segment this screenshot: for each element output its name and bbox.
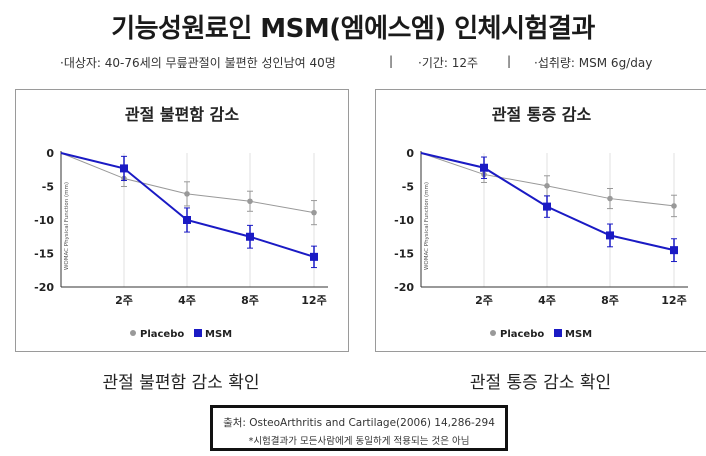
x-tick-label: 2주 [115,294,133,307]
chart-title: 관절 통증 감소 [492,105,592,124]
placebo-data-point [247,198,253,205]
placebo-data-point [607,195,613,202]
y-tick-label: -5 [42,181,54,194]
x-tick-label: 12주 [301,294,326,307]
x-tick-label: 12주 [661,294,686,307]
study-separator: | [507,54,512,68]
y-tick-label: -20 [394,281,414,294]
legend-placebo-marker [490,330,496,336]
y-tick-label: -20 [34,281,54,294]
msm-data-point [246,232,254,241]
chart-discomfort: 관절 불편함 감소 0 -5 -10 -15 -20 2주 4주 8주 12주 WOMAC Phys… [34,105,328,340]
x-tick-label: 8주 [241,294,259,307]
placebo-data-point [544,183,550,189]
legend-placebo-label: Placebo [500,329,544,340]
msm-data-point [543,202,551,211]
study-intake: ·섭취량: MSM 6g/day [534,56,653,70]
y-tick-label: -10 [394,214,414,227]
y-tick-label: -5 [402,181,414,194]
y-tick-label: -15 [34,248,54,261]
legend-placebo-label: Placebo [140,329,184,340]
source-box: 출처: OsteoArthritis and Cartilage(2006) 1… [210,405,508,451]
page-title: 기능성원료인 MSM(엠에스엠) 인체시험결과 [111,14,595,44]
study-period: ·기간: 12주 [418,56,479,70]
caption-discomfort: 관절 불편함 감소 확인 [102,373,260,393]
y-axis-label: WOMAC Physical Function (mm) [64,182,70,270]
msm-data-point [670,246,678,255]
y-tick-label: 0 [46,147,54,160]
legend-msm-marker [554,329,562,337]
y-tick-label: -15 [394,248,414,261]
x-tick-label: 4주 [538,294,556,307]
study-subjects: ·대상자: 40-76세의 무릎관절이 불편한 성인남여 40명 [60,56,336,70]
chart-pain: 관절 통증 감소 0 -5 -10 -15 -20 2주 4주 8주 12주 WOMAC Physi… [394,105,688,340]
source-disclaimer: *시험결과가 모든사람에게 동일하게 적용되는 것은 아님 [248,436,470,447]
chart-title: 관절 불편함 감소 [125,105,239,124]
placebo-data-point [311,209,317,216]
x-tick-label: 4주 [178,294,196,307]
source-citation: 출처: OsteoArthritis and Cartilage(2006) 1… [223,417,495,429]
legend-msm-marker [194,329,202,337]
y-axis-label: WOMAC Physical Function (mm) [424,182,430,270]
study-separator: | [389,54,394,68]
legend-msm-label: MSM [205,329,232,340]
msm-data-point [183,216,191,224]
placebo-data-point [184,191,190,197]
chart-panel-pain: 관절 통증 감소 0 -5 -10 -15 -20 2주 4주 8주 12주 WOMAC Physi… [375,89,706,352]
msm-data-point [606,231,614,240]
legend-msm-label: MSM [565,329,592,340]
msm-data-point [480,163,488,172]
msm-data-point [310,252,318,261]
msm-data-point [120,164,128,173]
x-tick-label: 8주 [601,294,619,307]
y-tick-label: -10 [34,214,54,227]
placebo-data-point [671,203,677,209]
caption-pain: 관절 통증 감소 확인 [469,373,612,393]
x-tick-label: 2주 [475,294,493,307]
legend-placebo-marker [130,330,136,336]
y-tick-label: 0 [406,147,414,160]
chart-panel-discomfort: 관절 불편함 감소 0 -5 -10 -15 -20 2주 4주 8주 12주 WOMAC Phys… [15,89,349,352]
